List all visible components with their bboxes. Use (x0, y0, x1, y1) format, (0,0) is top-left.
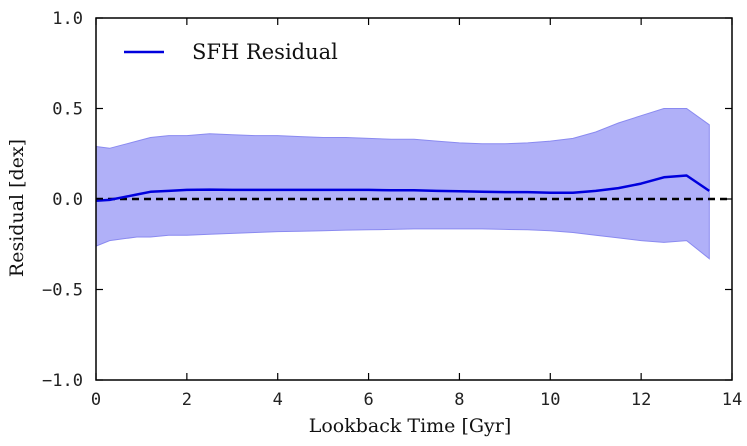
y-axis-label: Residual [dex] (6, 139, 28, 277)
x-tick-label: 10 (540, 390, 560, 410)
x-axis-label: Lookback Time [Gyr] (309, 415, 512, 437)
x-tick-label: 4 (273, 390, 283, 410)
residual-uncertainty-band (95, 108, 710, 260)
x-tick-label: 14 (722, 390, 742, 410)
tick-layer: 0 2 4 6 8 10 12 14 −1.0 −0.5 0.0 0.5 1.0 (42, 9, 742, 410)
legend: SFH Residual (124, 40, 338, 64)
y-tick-label: 0.5 (52, 100, 83, 120)
x-tick-label: 12 (631, 390, 651, 410)
line-layer (95, 174, 711, 203)
y-tick-label: −1.0 (42, 371, 83, 391)
x-tick-label: 2 (182, 390, 192, 410)
x-tick-label: 6 (363, 390, 373, 410)
legend-label: SFH Residual (192, 40, 338, 64)
x-tick-label: 0 (91, 390, 101, 410)
y-tick-label: −0.5 (42, 281, 83, 301)
y-tick-label: 1.0 (52, 9, 83, 29)
sfh-residual-line (95, 174, 711, 203)
band-layer (95, 108, 710, 260)
x-tick-label: 8 (454, 390, 464, 410)
y-tick-label: 0.0 (52, 190, 83, 210)
